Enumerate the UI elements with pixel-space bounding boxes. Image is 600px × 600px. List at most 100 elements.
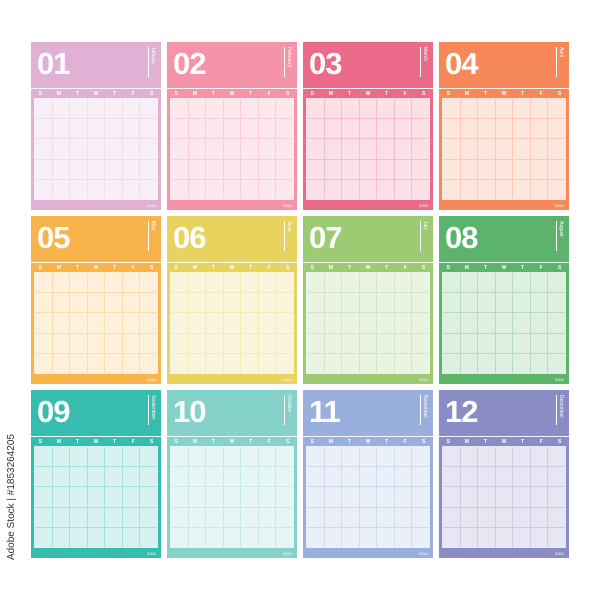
day-cell bbox=[276, 99, 293, 119]
year-label: 2024 bbox=[419, 551, 428, 556]
day-cell bbox=[188, 293, 206, 313]
day-cell bbox=[241, 467, 258, 487]
year-label: 2024 bbox=[283, 203, 292, 208]
day-cell bbox=[171, 179, 188, 199]
day-cell bbox=[324, 447, 342, 467]
day-cell bbox=[258, 139, 276, 159]
day-cell bbox=[377, 159, 394, 179]
day-cell bbox=[359, 353, 377, 373]
month-card: 09 September S M T W T F S 2024 bbox=[31, 390, 161, 558]
day-cell bbox=[478, 467, 495, 487]
day-cell bbox=[140, 333, 157, 353]
day-cell bbox=[394, 139, 412, 159]
month-name: May bbox=[148, 221, 156, 251]
day-cell bbox=[105, 179, 122, 199]
day-cell bbox=[206, 119, 223, 139]
weekday-label: W bbox=[501, 91, 507, 97]
day-cell bbox=[377, 527, 394, 547]
day-cell bbox=[394, 507, 412, 527]
weekday-label: F bbox=[403, 265, 407, 271]
day-cell bbox=[342, 467, 359, 487]
day-cell bbox=[394, 467, 412, 487]
day-cell bbox=[460, 333, 478, 353]
day-cell bbox=[359, 467, 377, 487]
day-cell bbox=[495, 293, 513, 313]
day-cell bbox=[460, 313, 478, 333]
day-cell bbox=[513, 99, 530, 119]
day-cell bbox=[258, 119, 276, 139]
day-cell bbox=[122, 353, 140, 373]
weekday-label: T bbox=[113, 439, 117, 445]
day-cell bbox=[87, 507, 105, 527]
day-cell bbox=[307, 99, 324, 119]
day-cell bbox=[513, 353, 530, 373]
weekday-label: M bbox=[56, 439, 61, 445]
day-cell bbox=[87, 139, 105, 159]
weekday-label: M bbox=[192, 439, 197, 445]
day-cells bbox=[170, 98, 294, 200]
day-cell bbox=[412, 293, 429, 313]
day-cell bbox=[443, 179, 460, 199]
day-cell bbox=[307, 353, 324, 373]
weekday-label: M bbox=[192, 265, 197, 271]
day-cell bbox=[206, 467, 223, 487]
day-cell bbox=[241, 527, 258, 547]
day-cell bbox=[359, 159, 377, 179]
day-cell bbox=[276, 333, 293, 353]
day-cell bbox=[35, 313, 52, 333]
day-cell bbox=[105, 159, 122, 179]
day-cells bbox=[34, 98, 158, 200]
day-cell bbox=[140, 293, 157, 313]
year-label: 2024 bbox=[555, 377, 564, 382]
day-cell bbox=[122, 487, 140, 507]
day-cell bbox=[52, 293, 70, 313]
day-cell bbox=[171, 447, 188, 467]
day-cell bbox=[70, 333, 87, 353]
day-cell bbox=[394, 447, 412, 467]
day-cell bbox=[307, 139, 324, 159]
day-cell bbox=[513, 333, 530, 353]
month-name: October bbox=[284, 395, 292, 425]
day-cell bbox=[443, 467, 460, 487]
day-cell bbox=[105, 447, 122, 467]
day-cell bbox=[241, 447, 258, 467]
day-cell bbox=[206, 273, 223, 293]
day-cell bbox=[52, 139, 70, 159]
weekday-label: F bbox=[539, 439, 543, 445]
day-cell bbox=[307, 159, 324, 179]
day-cell bbox=[495, 467, 513, 487]
day-cell bbox=[342, 159, 359, 179]
weekday-label: S bbox=[174, 265, 178, 271]
weekday-label: S bbox=[150, 439, 154, 445]
day-cells bbox=[306, 446, 430, 548]
weekday-label: S bbox=[286, 265, 290, 271]
weekday-label: F bbox=[131, 265, 135, 271]
day-cells bbox=[306, 272, 430, 374]
day-cell bbox=[307, 487, 324, 507]
month-card: 06 June S M T W T F S 2024 bbox=[167, 216, 297, 384]
day-cell bbox=[87, 159, 105, 179]
day-cell bbox=[324, 353, 342, 373]
day-cell bbox=[324, 273, 342, 293]
day-cell bbox=[276, 273, 293, 293]
day-cell bbox=[87, 447, 105, 467]
day-cell bbox=[241, 99, 258, 119]
day-cell bbox=[342, 119, 359, 139]
day-cell bbox=[394, 527, 412, 547]
day-cell bbox=[87, 333, 105, 353]
weekday-label: M bbox=[328, 265, 333, 271]
day-cell bbox=[478, 527, 495, 547]
day-cell bbox=[443, 119, 460, 139]
weekday-label: M bbox=[328, 91, 333, 97]
day-cell bbox=[443, 507, 460, 527]
month-name: December bbox=[556, 395, 564, 425]
day-cell bbox=[276, 293, 293, 313]
day-cell bbox=[394, 179, 412, 199]
day-cell bbox=[70, 313, 87, 333]
day-cell bbox=[443, 487, 460, 507]
day-cell bbox=[122, 179, 140, 199]
day-cell bbox=[35, 139, 52, 159]
